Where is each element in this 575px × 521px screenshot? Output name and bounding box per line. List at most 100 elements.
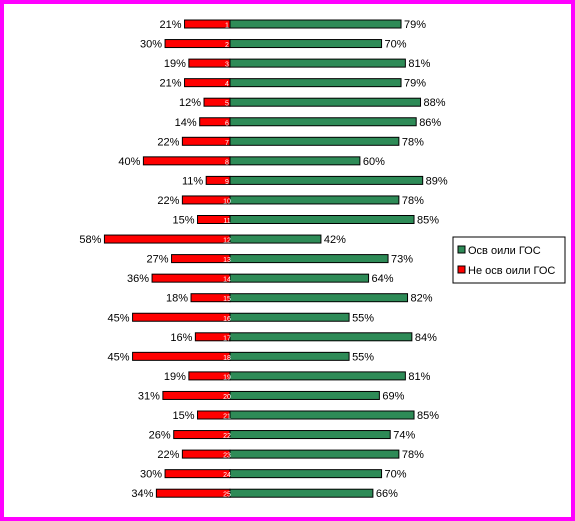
value-label-osv-24: 70%	[385, 469, 407, 481]
bar-ne-osv-3	[188, 58, 231, 68]
bar-osv-18	[229, 351, 350, 361]
bar-osv-13	[229, 254, 389, 264]
value-label-ne-osv-10: 22%	[157, 195, 179, 207]
value-label-ne-osv-12: 58%	[79, 234, 101, 246]
category-label-7: 7	[225, 140, 229, 147]
bar-ne-osv-2	[164, 39, 231, 49]
category-label-19: 19	[223, 374, 231, 381]
bar-osv-24	[229, 469, 383, 479]
value-label-ne-osv-23: 22%	[157, 449, 179, 461]
category-label-21: 21	[223, 414, 231, 421]
value-label-osv-9: 89%	[426, 175, 448, 187]
value-label-osv-16: 55%	[352, 312, 374, 324]
value-label-osv-12: 42%	[324, 234, 346, 246]
bar-osv-3	[229, 58, 406, 68]
category-label-23: 23	[223, 453, 231, 460]
value-label-ne-osv-11: 15%	[172, 215, 194, 227]
value-label-ne-osv-4: 21%	[160, 78, 182, 90]
value-label-osv-10: 78%	[402, 195, 424, 207]
category-label-20: 20	[223, 394, 231, 401]
value-label-osv-25: 66%	[376, 488, 398, 500]
value-label-ne-osv-8: 40%	[118, 156, 140, 168]
bar-ne-osv-12	[103, 234, 231, 244]
bar-ne-osv-7	[181, 136, 231, 146]
category-label-22: 22	[223, 433, 231, 440]
category-label-12: 12	[223, 238, 231, 245]
value-label-ne-osv-18: 45%	[108, 351, 130, 363]
category-label-16: 16	[223, 316, 231, 323]
bar-ne-osv-1	[184, 19, 231, 29]
category-label-3: 3	[225, 62, 229, 69]
bar-ne-osv-20	[162, 390, 231, 400]
value-label-ne-osv-1: 21%	[160, 19, 182, 31]
bar-ne-osv-22	[173, 430, 231, 440]
bar-osv-25	[229, 488, 374, 498]
category-label-14: 14	[223, 277, 231, 284]
value-label-osv-22: 74%	[393, 430, 415, 442]
value-label-ne-osv-20: 31%	[138, 390, 160, 402]
value-label-ne-osv-13: 27%	[147, 254, 169, 266]
value-label-ne-osv-2: 30%	[140, 39, 162, 51]
bar-ne-osv-18	[132, 351, 231, 361]
bar-osv-5	[229, 97, 422, 107]
category-label-18: 18	[223, 355, 231, 362]
bar-osv-22	[229, 430, 391, 440]
category-label-5: 5	[225, 101, 229, 108]
value-label-ne-osv-16: 45%	[108, 312, 130, 324]
value-label-ne-osv-14: 36%	[127, 273, 149, 285]
bar-osv-23	[229, 449, 400, 459]
bar-osv-9	[229, 175, 424, 185]
bar-osv-17	[229, 332, 413, 342]
value-label-osv-5: 88%	[424, 97, 446, 109]
value-label-osv-23: 78%	[402, 449, 424, 461]
value-label-ne-osv-17: 16%	[170, 332, 192, 344]
value-label-osv-7: 78%	[402, 136, 424, 148]
value-label-osv-1: 79%	[404, 19, 426, 31]
legend-box	[452, 236, 566, 284]
value-label-osv-8: 60%	[363, 156, 385, 168]
bars-layer: 1 21% 79% 2 30% 70% 3 19% 81% 4 21% 79% 5 12% 88% 6 14% 8…	[79, 19, 448, 500]
bar-osv-14	[229, 273, 370, 283]
category-label-4: 4	[225, 81, 229, 88]
value-label-ne-osv-21: 15%	[172, 410, 194, 422]
value-label-ne-osv-24: 30%	[140, 469, 162, 481]
category-label-13: 13	[223, 257, 231, 264]
bar-ne-osv-13	[171, 254, 231, 264]
bar-osv-16	[229, 312, 350, 322]
value-label-osv-20: 69%	[382, 390, 404, 402]
value-label-ne-osv-6: 14%	[175, 117, 197, 129]
value-label-osv-14: 64%	[372, 273, 394, 285]
bar-ne-osv-8	[142, 156, 231, 166]
value-label-ne-osv-22: 26%	[149, 430, 171, 442]
bar-osv-6	[229, 117, 417, 127]
category-label-11: 11	[223, 218, 230, 225]
category-label-17: 17	[223, 335, 231, 342]
category-label-24: 24	[223, 472, 231, 479]
bar-osv-11	[229, 215, 415, 224]
bar-osv-8	[229, 156, 361, 166]
category-label-9: 9	[225, 179, 229, 186]
bar-ne-osv-4	[184, 78, 231, 88]
category-label-8: 8	[225, 159, 229, 166]
bar-osv-7	[229, 136, 400, 146]
category-label-15: 15	[223, 296, 231, 303]
bar-ne-osv-14	[151, 273, 231, 283]
value-label-ne-osv-7: 22%	[157, 136, 179, 148]
value-label-ne-osv-3: 19%	[164, 58, 186, 70]
legend: Осв оили ГОС Не осв оили ГОС	[452, 236, 566, 284]
value-label-osv-3: 81%	[408, 58, 430, 70]
value-label-ne-osv-9: 11%	[182, 175, 203, 187]
bar-osv-21	[229, 410, 415, 420]
value-label-ne-osv-15: 18%	[166, 293, 188, 305]
legend-label-ne-osv: Не осв оили ГОС	[468, 265, 555, 277]
diverging-bar-chart: 1 21% 79% 2 30% 70% 3 19% 81% 4 21% 79% 5 12% 88% 6 14% 8…	[79, 19, 566, 500]
bar-ne-osv-24	[164, 469, 231, 479]
value-label-osv-18: 55%	[352, 351, 374, 363]
value-label-ne-osv-25: 34%	[131, 488, 153, 500]
category-label-6: 6	[225, 120, 229, 127]
category-label-2: 2	[225, 42, 229, 49]
value-label-ne-osv-5: 12%	[179, 97, 201, 109]
value-label-osv-19: 81%	[408, 371, 430, 383]
value-label-ne-osv-19: 19%	[164, 371, 186, 383]
